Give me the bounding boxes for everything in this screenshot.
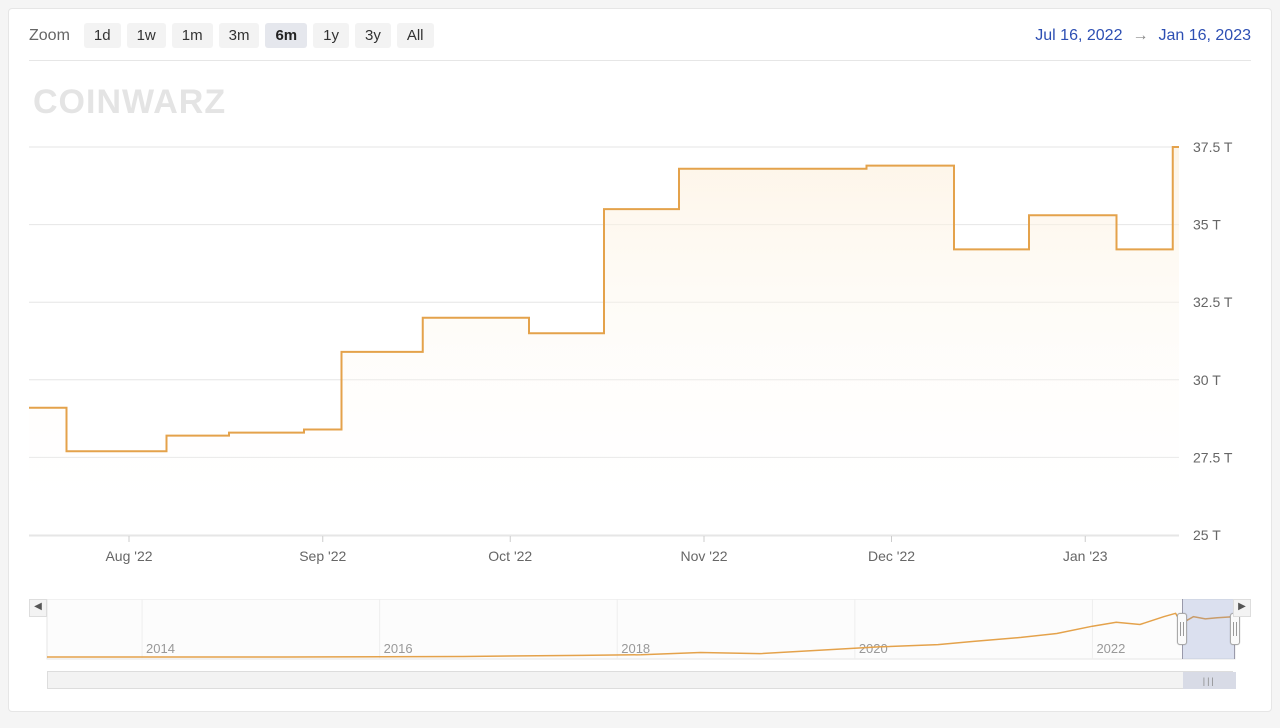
zoom-btn-1d[interactable]: 1d — [84, 23, 121, 48]
watermark: COINWARZ — [33, 83, 226, 122]
navigator-selection[interactable] — [1182, 599, 1235, 659]
zoom-btn-1y[interactable]: 1y — [313, 23, 349, 48]
toolbar: Zoom 1d 1w 1m 3m 6m 1y 3y All Jul 16, 20… — [9, 9, 1271, 58]
svg-text:Sep '22: Sep '22 — [299, 548, 346, 564]
svg-text:2014: 2014 — [146, 641, 175, 656]
chart-svg: 25 T 27.5 T 30 T 32.5 T 35 T 37.5 T Aug '22 Sep… — [29, 75, 1253, 587]
svg-text:Dec '22: Dec '22 — [868, 548, 915, 564]
svg-text:30 T: 30 T — [1193, 372, 1221, 388]
svg-text:2016: 2016 — [384, 641, 413, 656]
svg-text:25 T: 25 T — [1193, 527, 1221, 543]
zoom-btn-1w[interactable]: 1w — [127, 23, 166, 48]
navigator[interactable]: 20142016201820202022 ◀ ||| ▶ — [29, 599, 1251, 689]
navigator-scrollbar[interactable]: ||| — [47, 671, 1233, 689]
chart-card: Zoom 1d 1w 1m 3m 6m 1y 3y All Jul 16, 20… — [8, 8, 1272, 712]
zoom-btn-1m[interactable]: 1m — [172, 23, 213, 48]
scroll-right-icon[interactable]: ▶ — [1233, 599, 1251, 617]
zoom-btn-6m[interactable]: 6m — [265, 23, 307, 48]
svg-text:Nov '22: Nov '22 — [680, 548, 727, 564]
svg-text:35 T: 35 T — [1193, 217, 1221, 233]
main-chart[interactable]: COINWARZ 25 T 27.5 T 30 T 32.5 T 35 T 37.5 T A… — [29, 75, 1251, 587]
svg-text:32.5 T: 32.5 T — [1193, 294, 1233, 310]
navigator-handle-right[interactable] — [1230, 613, 1240, 645]
svg-text:Aug '22: Aug '22 — [105, 548, 152, 564]
date-from[interactable]: Jul 16, 2022 — [1035, 27, 1122, 45]
svg-text:Oct '22: Oct '22 — [488, 548, 532, 564]
zoom-btn-all[interactable]: All — [397, 23, 434, 48]
svg-text:27.5 T: 27.5 T — [1193, 449, 1233, 465]
svg-text:Jan '23: Jan '23 — [1063, 548, 1108, 564]
zoom-btn-3m[interactable]: 3m — [219, 23, 260, 48]
zoom-btn-3y[interactable]: 3y — [355, 23, 391, 48]
navigator-svg: 20142016201820202022 — [29, 599, 1253, 679]
scroll-left-icon[interactable]: ◀ — [29, 599, 47, 617]
navigator-handle-left[interactable] — [1177, 613, 1187, 645]
zoom-label: Zoom — [29, 27, 70, 45]
date-to[interactable]: Jan 16, 2023 — [1158, 27, 1251, 45]
date-range: Jul 16, 2022 → Jan 16, 2023 — [1035, 27, 1251, 45]
svg-text:2022: 2022 — [1096, 641, 1125, 656]
svg-text:2018: 2018 — [621, 641, 650, 656]
arrow-icon: → — [1132, 27, 1148, 45]
navigator-scroll-thumb[interactable]: ||| — [1183, 672, 1236, 689]
svg-text:37.5 T: 37.5 T — [1193, 139, 1233, 155]
